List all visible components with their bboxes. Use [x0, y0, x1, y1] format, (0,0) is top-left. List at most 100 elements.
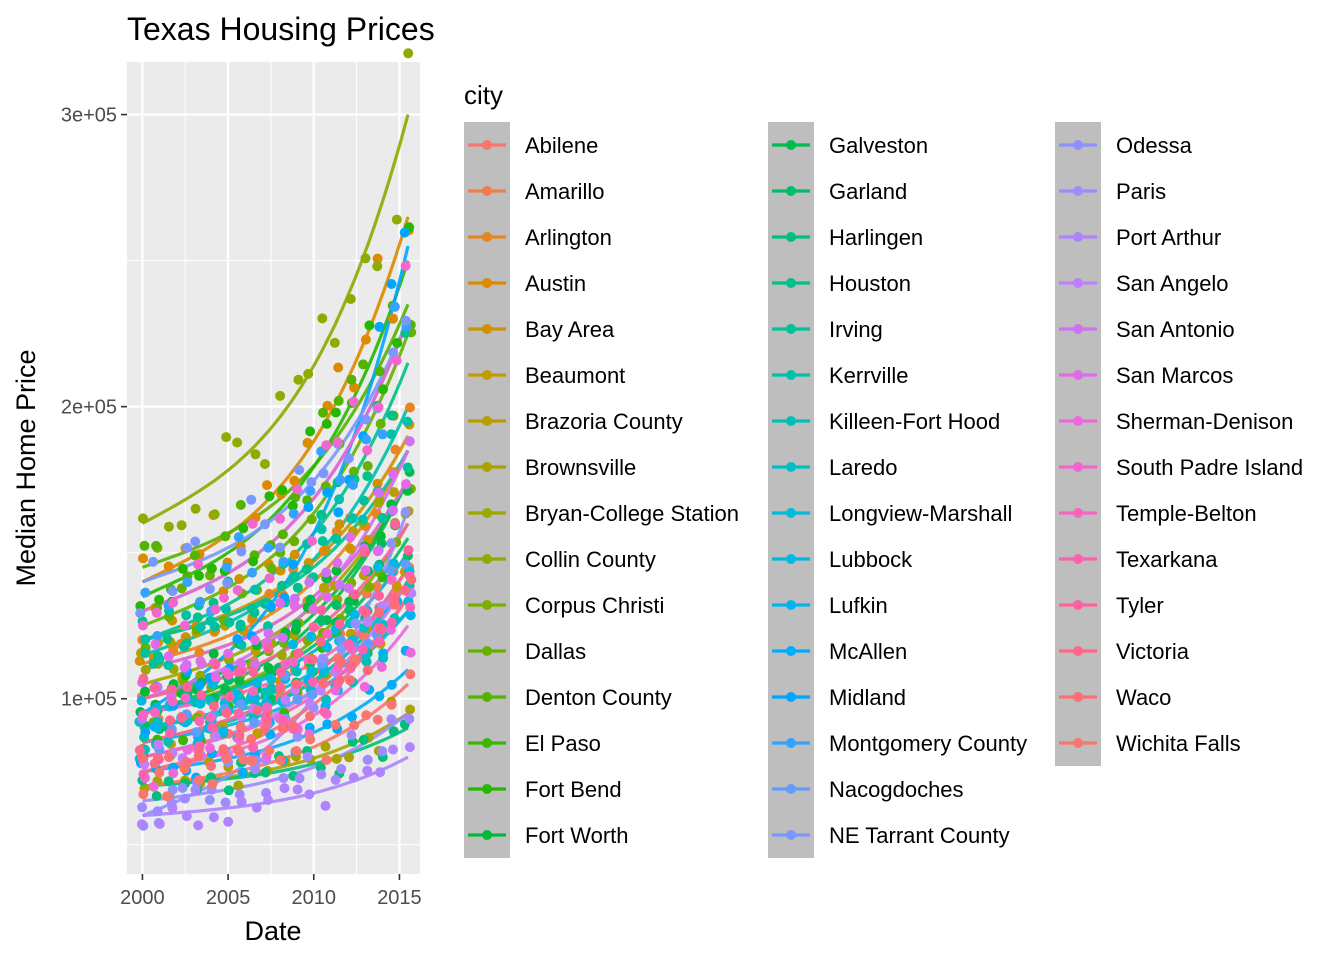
data-point: [138, 553, 148, 564]
data-point: [362, 665, 373, 676]
data-point: [319, 582, 329, 593]
data-point: [246, 734, 257, 745]
data-point: [336, 764, 347, 774]
legend-key-point: [786, 738, 796, 748]
data-point: [190, 784, 201, 795]
data-point: [232, 634, 243, 645]
data-point: [330, 719, 341, 730]
legend-key-point: [1073, 140, 1083, 150]
data-point: [362, 617, 373, 627]
data-point: [266, 563, 277, 574]
data-point: [372, 261, 383, 272]
data-point: [350, 589, 361, 600]
data-point: [264, 588, 275, 599]
legend-label: Laredo: [829, 455, 898, 480]
data-point: [140, 634, 151, 645]
legend-label: Abilene: [525, 133, 598, 158]
data-point: [334, 494, 345, 505]
data-point: [182, 744, 193, 755]
data-point: [195, 622, 206, 633]
data-point: [220, 684, 231, 695]
data-point: [234, 730, 245, 741]
data-point: [234, 574, 245, 584]
data-point: [390, 444, 401, 455]
data-point: [301, 564, 312, 575]
legend-key-point: [482, 692, 492, 702]
data-point: [401, 479, 411, 490]
data-point: [376, 662, 387, 672]
data-point: [163, 660, 174, 671]
data-point: [289, 593, 300, 604]
legend-label: Texarkana: [1116, 547, 1218, 572]
data-point: [234, 675, 245, 686]
data-point: [333, 362, 344, 373]
data-point: [206, 760, 216, 771]
data-point: [330, 407, 341, 418]
legend-label: Paris: [1116, 179, 1166, 204]
data-point: [330, 774, 341, 785]
data-point: [220, 797, 231, 808]
legend-key-column: [768, 122, 814, 858]
data-point: [329, 337, 340, 348]
data-point: [391, 214, 402, 225]
data-point: [140, 587, 151, 598]
data-point: [191, 727, 202, 738]
legend-key-point: [1073, 186, 1083, 196]
data-point: [318, 407, 328, 418]
data-point: [165, 715, 175, 726]
data-point: [389, 301, 400, 312]
data-point: [290, 492, 301, 503]
data-point: [236, 699, 247, 710]
legend-key-point: [1073, 692, 1083, 702]
data-point: [167, 586, 178, 597]
data-point: [224, 617, 235, 628]
data-point: [179, 763, 190, 774]
data-point: [252, 728, 263, 739]
data-point: [235, 499, 246, 510]
data-point: [336, 644, 347, 655]
data-point: [291, 746, 302, 756]
data-point: [192, 612, 203, 623]
data-point: [194, 680, 205, 691]
data-point: [372, 253, 383, 264]
legend-label: San Marcos: [1116, 363, 1233, 388]
data-point: [305, 698, 315, 709]
data-point: [386, 279, 397, 289]
data-point: [304, 577, 315, 588]
legend-key-point: [1073, 370, 1083, 380]
data-point: [238, 754, 249, 765]
data-point: [190, 503, 201, 514]
data-point: [195, 596, 206, 607]
legend-key-point: [786, 554, 796, 564]
data-point: [291, 619, 302, 630]
data-point: [308, 604, 319, 615]
data-point: [343, 639, 354, 650]
data-point: [204, 795, 215, 805]
data-point: [276, 650, 287, 661]
legend-label: Odessa: [1116, 133, 1193, 158]
data-point: [343, 453, 354, 464]
data-point: [292, 784, 303, 795]
data-point: [332, 557, 343, 568]
data-point: [364, 582, 375, 592]
data-point: [206, 563, 217, 574]
data-point: [294, 773, 305, 784]
data-point: [248, 686, 259, 697]
data-point: [223, 669, 234, 680]
legend-key-point: [482, 738, 492, 748]
data-point: [236, 796, 247, 807]
data-point: [275, 755, 286, 766]
data-point: [404, 713, 415, 724]
data-point: [205, 743, 215, 754]
data-point: [252, 705, 263, 716]
legend-key-point: [482, 462, 492, 472]
data-point: [153, 739, 164, 750]
data-point: [177, 783, 188, 793]
legend-label: Temple-Belton: [1116, 501, 1257, 526]
data-point: [302, 751, 313, 762]
data-point: [316, 605, 327, 616]
data-point: [289, 571, 300, 582]
legend-label: Galveston: [829, 133, 928, 158]
data-point: [193, 559, 203, 570]
